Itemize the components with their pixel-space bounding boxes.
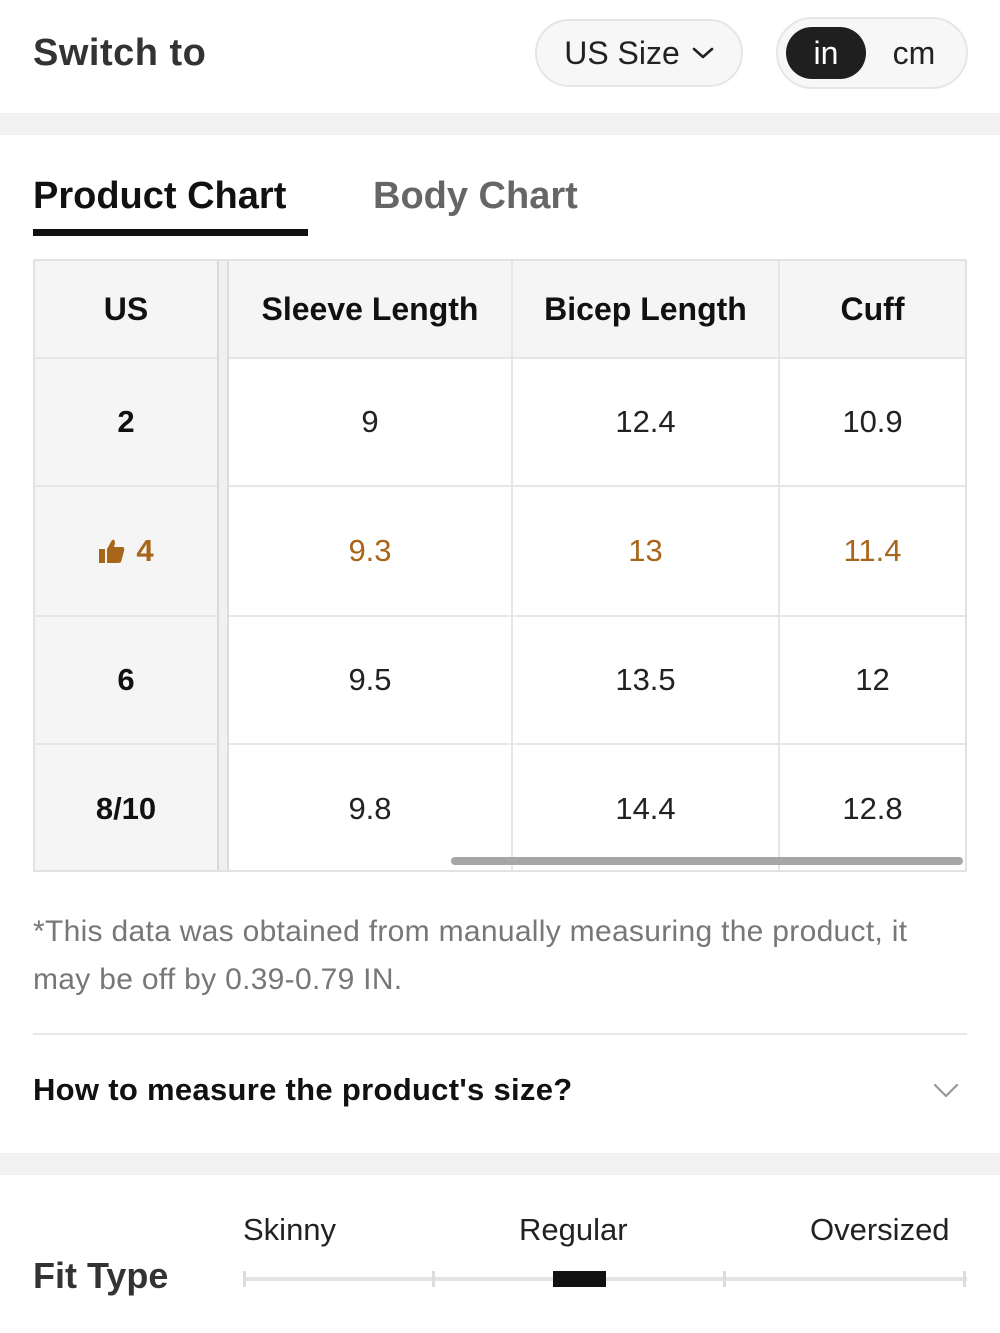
table-size-cell: 6 bbox=[35, 617, 217, 745]
table-header-cell: Cuff bbox=[780, 261, 965, 359]
size-label: 8/10 bbox=[95, 790, 157, 826]
divider bbox=[33, 1033, 967, 1035]
table-value-cell: 11.4 bbox=[780, 487, 965, 617]
tab-body-chart[interactable]: Body Chart bbox=[373, 175, 578, 217]
how-to-measure-label: How to measure the product's size? bbox=[33, 1072, 573, 1107]
size-label: 2 bbox=[117, 404, 135, 439]
fit-label-regular: Regular bbox=[519, 1212, 628, 1247]
table-value-cell: 9.5 bbox=[229, 617, 513, 745]
table-value-cell: 13.5 bbox=[513, 617, 780, 745]
how-to-measure-row[interactable]: How to measure the product's size? bbox=[33, 1072, 967, 1116]
unit-cm-option[interactable]: cm bbox=[892, 34, 936, 71]
table-value-cell: 13 bbox=[513, 487, 780, 617]
section-divider bbox=[0, 1153, 1000, 1175]
tab-product-chart[interactable]: Product Chart bbox=[33, 175, 287, 217]
table-value-cell: 12.4 bbox=[513, 359, 780, 487]
table-size-cell: 8/10 bbox=[35, 745, 217, 870]
size-system-value: US Size bbox=[564, 34, 680, 71]
size-table[interactable]: US Sleeve Length Bicep Length Cuff 2 9 12.4 10.… bbox=[33, 259, 967, 872]
active-tab-indicator bbox=[33, 229, 308, 236]
chevron-down-icon bbox=[692, 47, 714, 59]
table-header-cell: US bbox=[35, 261, 217, 359]
table-size-cell: 4 bbox=[35, 487, 217, 617]
fit-scale-tick bbox=[432, 1271, 435, 1287]
size-label: 4 bbox=[136, 533, 154, 568]
measurement-note: *This data was obtained from manually me… bbox=[33, 915, 908, 996]
table-value-cell: 12.8 bbox=[780, 745, 965, 870]
table-header-cell: Bicep Length bbox=[513, 261, 780, 359]
fit-scale-tick bbox=[243, 1271, 246, 1287]
top-bar: Switch to US Size in cm bbox=[0, 0, 1000, 112]
table-value-cell: 10.9 bbox=[780, 359, 965, 487]
fit-label-skinny: Skinny bbox=[243, 1212, 337, 1247]
sticky-column-divider bbox=[217, 261, 231, 870]
table-size-cell: 2 bbox=[35, 359, 217, 487]
horizontal-scrollbar[interactable] bbox=[451, 857, 963, 865]
table-value-cell: 14.4 bbox=[513, 745, 780, 870]
unit-in-option[interactable]: in bbox=[786, 27, 866, 79]
fit-type-title: Fit Type bbox=[33, 1255, 169, 1296]
table-value-cell: 9.8 bbox=[229, 745, 513, 870]
chevron-down-icon bbox=[933, 1083, 959, 1098]
fit-scale-marker bbox=[553, 1271, 606, 1287]
thumbs-up-icon bbox=[99, 539, 125, 563]
switch-to-label: Switch to bbox=[33, 32, 207, 74]
table-value-cell: 9.3 bbox=[229, 487, 513, 617]
size-system-select[interactable]: US Size bbox=[535, 19, 743, 87]
unit-toggle[interactable]: in cm bbox=[776, 17, 968, 89]
table-value-cell: 12 bbox=[780, 617, 965, 745]
fit-scale-tick bbox=[723, 1271, 726, 1287]
section-divider bbox=[0, 113, 1000, 135]
fit-label-oversized: Oversized bbox=[810, 1212, 950, 1247]
table-value-cell: 9 bbox=[229, 359, 513, 487]
fit-scale-tick bbox=[963, 1271, 966, 1287]
size-label: 6 bbox=[117, 662, 135, 697]
table-header-cell: Sleeve Length bbox=[229, 261, 513, 359]
